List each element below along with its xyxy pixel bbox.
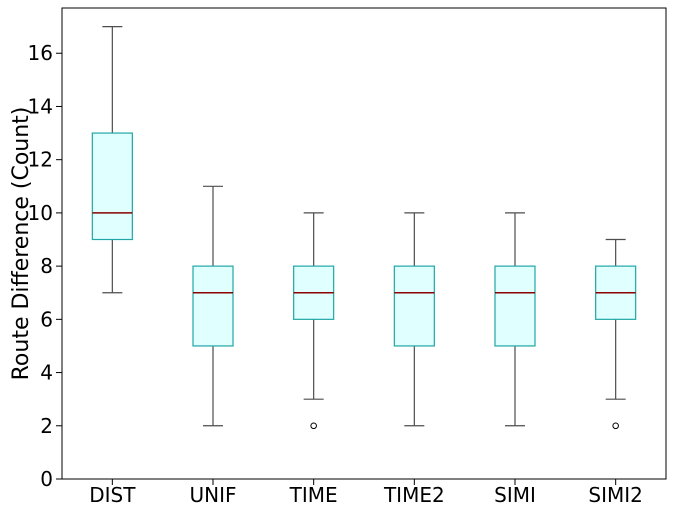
box-iqr bbox=[393, 265, 435, 347]
x-tick-label: TIME2 bbox=[383, 483, 445, 507]
y-tick-label: 0 bbox=[40, 467, 53, 491]
x-tick-label: UNIF bbox=[189, 483, 236, 507]
box-group bbox=[494, 212, 536, 427]
x-tick-label: SIMI bbox=[494, 483, 536, 507]
y-tick-label: 6 bbox=[40, 307, 53, 331]
box-group bbox=[91, 26, 133, 294]
y-tick-label: 4 bbox=[40, 361, 53, 385]
box-group bbox=[192, 185, 234, 427]
x-axis: DIST UNIF TIME TIME2 SIMI SIMI2 bbox=[89, 479, 643, 507]
x-tick-label: TIME bbox=[289, 483, 338, 507]
plot-area bbox=[61, 7, 667, 480]
y-tick-label: 12 bbox=[28, 148, 53, 172]
box-group bbox=[293, 212, 335, 430]
y-tick-label: 8 bbox=[40, 254, 53, 278]
x-tick-label: DIST bbox=[89, 483, 136, 507]
x-tick-label: SIMI2 bbox=[588, 483, 642, 507]
outlier-point bbox=[310, 422, 317, 430]
box-group bbox=[595, 238, 637, 430]
plot-frame bbox=[61, 7, 667, 480]
y-tick-label: 10 bbox=[28, 201, 53, 225]
box-iqr bbox=[192, 265, 234, 347]
outlier-point bbox=[612, 422, 619, 430]
box-group bbox=[393, 212, 435, 427]
y-tick-label: 16 bbox=[28, 41, 53, 65]
box-iqr bbox=[494, 265, 536, 347]
y-axis-label: Route Difference (Count) bbox=[9, 107, 34, 381]
box-iqr bbox=[91, 132, 133, 241]
y-tick-label: 14 bbox=[28, 94, 53, 118]
y-axis: 0 2 4 6 8 10 12 14 16 bbox=[28, 41, 62, 491]
y-tick-label: 2 bbox=[40, 414, 53, 438]
